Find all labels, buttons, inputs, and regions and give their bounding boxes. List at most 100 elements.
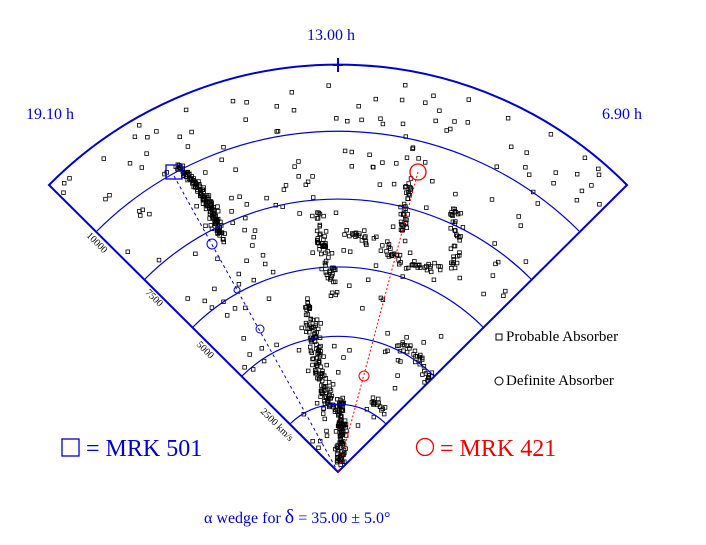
galaxy-point [207, 206, 212, 212]
galaxy-point [335, 396, 340, 402]
galaxy-point [328, 293, 334, 298]
galaxy-point [407, 184, 413, 190]
galaxy-point [421, 340, 426, 345]
galaxy-point [156, 257, 162, 263]
galaxy-point [305, 368, 311, 374]
galaxy-point [221, 237, 226, 242]
galaxy-point [492, 241, 497, 246]
galaxy-point [334, 290, 340, 295]
caption-prefix: α wedge for [204, 510, 285, 527]
galaxy-point [316, 358, 322, 363]
galaxy-point [339, 432, 345, 438]
galaxy-point [101, 156, 106, 161]
galaxy-point [138, 213, 143, 218]
galaxy-point [315, 240, 321, 245]
galaxy-point [362, 228, 367, 233]
galaxy-point [320, 241, 325, 246]
galaxy-point [527, 172, 532, 177]
galaxy-point [61, 190, 66, 195]
galaxy-point [329, 250, 335, 256]
galaxy-point [449, 212, 454, 217]
mrk501-key-label: = MRK 501 [86, 436, 202, 462]
galaxy-point [316, 348, 322, 353]
galaxy-point [466, 97, 471, 102]
galaxy-point [423, 100, 428, 105]
ring-label-7500: 7500 [143, 287, 165, 309]
galaxy-point [324, 428, 329, 434]
galaxy-point [524, 150, 529, 155]
galaxy-point [457, 275, 462, 281]
galaxy-point [597, 202, 602, 207]
mrk501-key-square [61, 438, 80, 457]
galaxy-point [402, 238, 408, 244]
galaxy-point [251, 277, 256, 283]
galaxy-point [310, 356, 315, 362]
galaxy-point [363, 234, 368, 239]
galaxy-point [233, 167, 238, 172]
galaxy-point [297, 211, 302, 216]
galaxy-point [342, 232, 347, 237]
galaxy-point [334, 116, 339, 121]
ring-5000 [241, 335, 435, 377]
mrk501-sightline [173, 175, 339, 473]
galaxy-point [523, 259, 529, 264]
galaxy-point [139, 165, 144, 170]
galaxy-point [398, 219, 404, 225]
galaxy-point [311, 356, 316, 361]
galaxy-point [334, 459, 340, 465]
galaxy-point [140, 207, 145, 212]
galaxy-point [304, 322, 310, 328]
mrk501-absorber-1 [206, 238, 218, 250]
galaxy-point [405, 343, 410, 348]
galaxy-point [313, 321, 319, 326]
galaxy-point [385, 252, 390, 257]
galaxy-point [338, 420, 343, 425]
ring-10000 [144, 198, 532, 280]
galaxy-point [260, 253, 266, 258]
galaxy-point [202, 298, 207, 304]
galaxy-point [191, 176, 196, 181]
galaxy-point [318, 343, 323, 349]
galaxy-point [377, 182, 383, 187]
galaxy-point [431, 93, 436, 98]
galaxy-point [589, 183, 594, 188]
mrk421-marker-circle [409, 163, 427, 181]
galaxy-point [341, 355, 346, 360]
galaxy-point [241, 336, 246, 341]
galaxy-point [296, 159, 301, 164]
galaxy-point [198, 193, 203, 199]
galaxy-point [307, 305, 312, 311]
galaxy-point [341, 423, 347, 428]
galaxy-point [455, 254, 460, 259]
galaxy-point [359, 117, 364, 123]
galaxy-point [247, 352, 252, 357]
galaxy-point [324, 362, 329, 368]
caption-delta: δ [285, 506, 294, 528]
galaxy-point [299, 325, 304, 331]
galaxy-point [431, 277, 437, 282]
galaxy-point [333, 429, 339, 434]
galaxy-point [385, 331, 390, 336]
galaxy-point [400, 212, 406, 217]
galaxy-point [327, 392, 332, 398]
galaxy-point [305, 179, 311, 184]
galaxy-point [415, 262, 421, 268]
galaxy-point [244, 100, 249, 105]
galaxy-point [399, 222, 404, 227]
galaxy-point [323, 384, 329, 389]
galaxy-point [335, 442, 340, 448]
galaxy-point [338, 437, 343, 443]
galaxy-point [380, 297, 386, 302]
probable-absorber-label: Probable Absorber [506, 329, 618, 345]
galaxy-point [307, 326, 312, 331]
galaxy-point [307, 344, 313, 350]
ra-label-top: 13.00 h [307, 27, 355, 44]
mrk421-absorber-1 [358, 370, 370, 382]
galaxy-point [308, 348, 314, 354]
galaxy-point [342, 450, 347, 456]
caption-suffix: = 35.00 ± 5.0° [294, 510, 390, 527]
ring-label-10000: 10000 [84, 230, 109, 255]
galaxy-point [489, 197, 495, 202]
galaxy-point [230, 98, 236, 104]
